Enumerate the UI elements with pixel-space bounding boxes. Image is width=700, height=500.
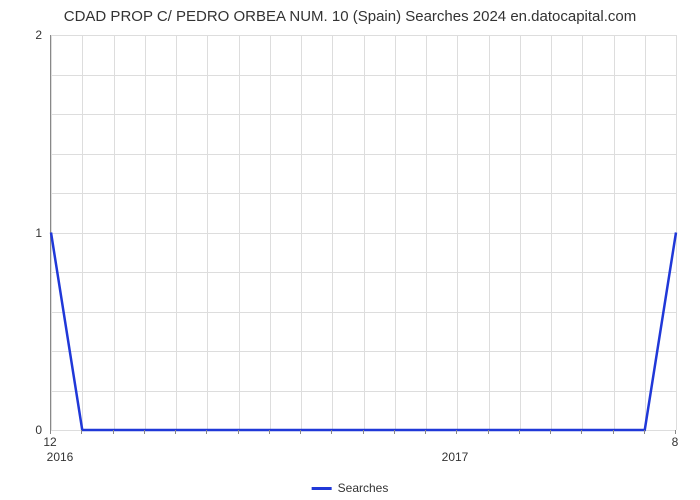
x-minor-tick (175, 430, 176, 434)
x-minor-tick (456, 430, 457, 434)
x-minor-tick (581, 430, 582, 434)
x-minor-tick (81, 430, 82, 434)
x-tick-right: 8 (672, 435, 679, 449)
x-minor-tick (644, 430, 645, 434)
line-series (51, 35, 676, 430)
x-minor-tick (269, 430, 270, 434)
chart-container: CDAD PROP C/ PEDRO ORBEA NUM. 10 (Spain)… (0, 0, 700, 500)
chart-title: CDAD PROP C/ PEDRO ORBEA NUM. 10 (Spain)… (0, 0, 700, 25)
x-minor-tick (394, 430, 395, 434)
x-year-left: 2016 (47, 450, 74, 464)
x-minor-tick (425, 430, 426, 434)
x-minor-tick (238, 430, 239, 434)
x-minor-tick (206, 430, 207, 434)
x-minor-tick (363, 430, 364, 434)
y-tick-label: 0 (35, 423, 42, 437)
legend: Searches (312, 481, 389, 495)
x-minor-tick (519, 430, 520, 434)
x-minor-tick (488, 430, 489, 434)
x-minor-tick (331, 430, 332, 434)
y-tick-label: 2 (35, 28, 42, 42)
x-minor-tick (550, 430, 551, 434)
grid-line-vertical (676, 35, 677, 430)
x-year-mid: 2017 (442, 450, 469, 464)
legend-label: Searches (338, 481, 389, 495)
y-tick-label: 1 (35, 226, 42, 240)
plot-area (50, 35, 676, 431)
x-minor-tick (675, 430, 676, 434)
x-minor-tick (144, 430, 145, 434)
x-tick-left: 12 (43, 435, 56, 449)
legend-swatch (312, 487, 332, 490)
x-minor-tick (613, 430, 614, 434)
x-minor-tick (113, 430, 114, 434)
x-minor-tick (50, 430, 51, 434)
x-minor-tick (300, 430, 301, 434)
